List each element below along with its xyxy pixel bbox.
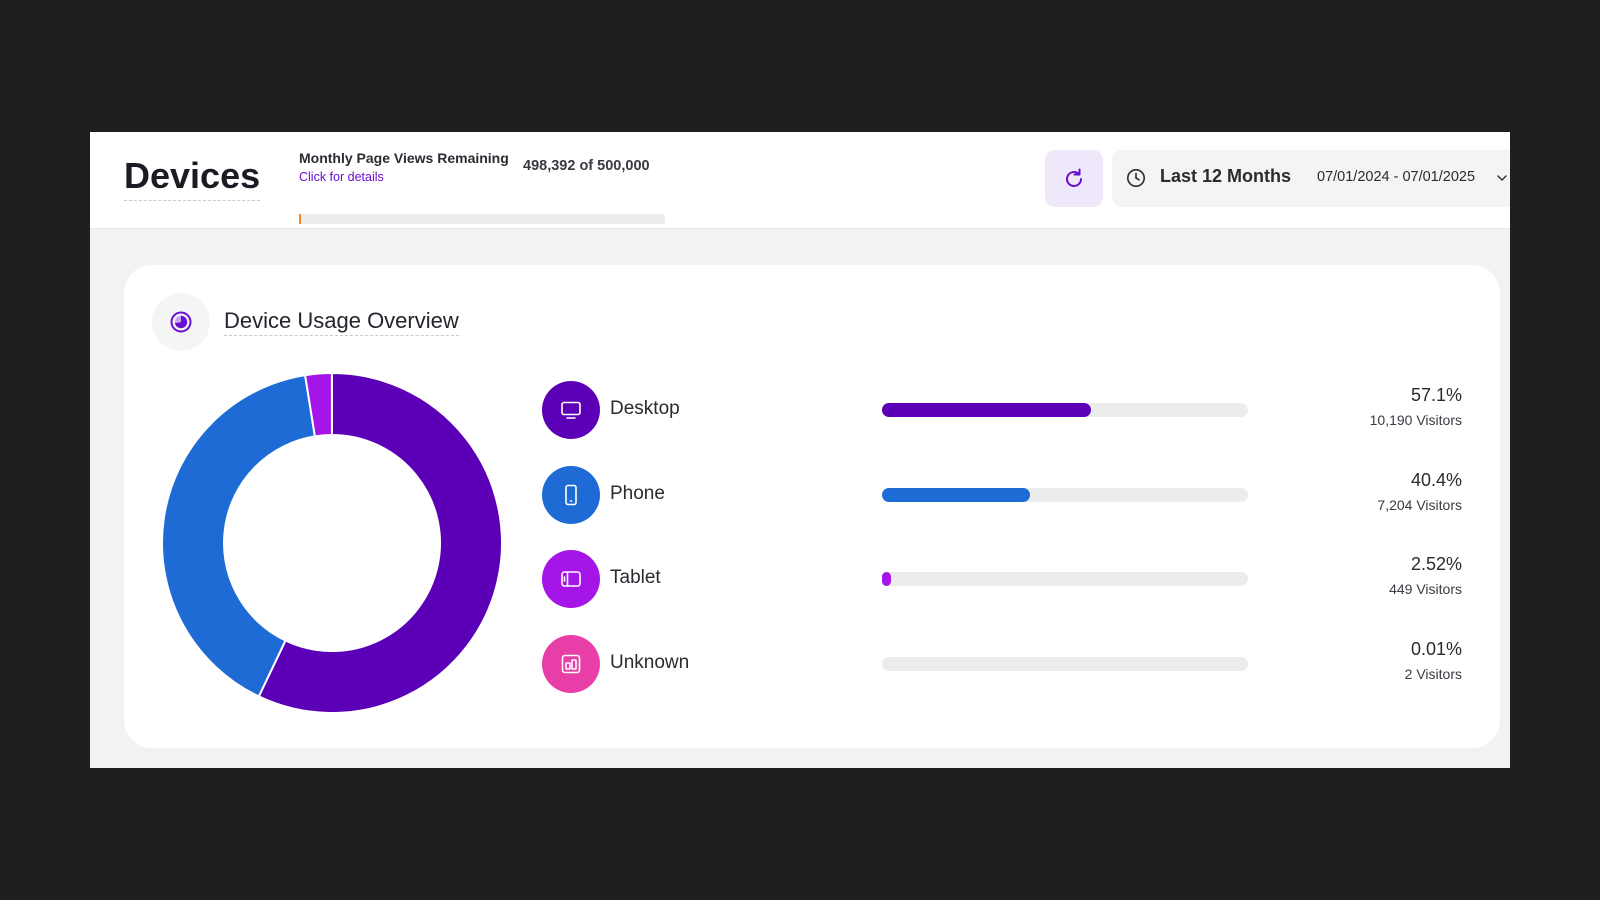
unknown-device-icon [561,654,581,674]
device-visitors: 449 Visitors [1389,581,1462,597]
device-usage-card: Device Usage Overview Desktop 57.1% 10,190… [124,265,1500,748]
date-range-dates: 07/01/2024 - 07/01/2025 [1317,169,1476,185]
device-visitors: 2 Visitors [1404,666,1462,682]
device-share-bar-track [882,403,1248,417]
clock-icon [1127,169,1145,187]
device-share-bar-fill [882,403,1091,417]
quota-progress-fill [299,214,301,224]
donut-slice-desktop[interactable] [257,371,503,714]
device-row-phone: Phone 40.4% 7,204 Visitors [542,466,1462,524]
device-name: Desktop [610,398,680,419]
quota-progress-track [299,214,665,224]
card-title: Device Usage Overview [224,307,459,336]
monitor-icon [561,401,581,419]
device-donut-chart [161,371,503,714]
device-name: Unknown [610,652,690,673]
devices-window: Devices Monthly Page Views Remaining Cli… [90,132,1510,768]
device-row-unknown: Unknown 0.01% 2 Visitors [542,635,1462,693]
device-share-bar-track [882,488,1248,502]
quota-details-link[interactable]: Click for details [299,170,384,184]
page-title: Devices [124,154,261,201]
device-icon-badge [542,381,600,439]
quota-label: Monthly Page Views Remaining [299,150,509,166]
device-icon-badge [542,635,600,693]
device-percent: 2.52% [1410,554,1462,574]
donut-slice-phone[interactable] [161,373,317,698]
phone-icon [565,484,577,506]
device-row-desktop: Desktop 57.1% 10,190 Visitors [542,381,1462,439]
device-percent: 57.1% [1410,385,1462,405]
device-icon-badge [542,466,600,524]
device-share-bar-fill [882,488,1030,502]
device-share-bar-track [882,572,1248,586]
date-range-label: Last 12 Months [1160,166,1292,186]
device-percent: 40.4% [1410,470,1462,490]
refresh-icon [1066,168,1082,187]
date-range-selector[interactable]: Last 12 Months 07/01/2024 - 07/01/2025 [1112,150,1510,207]
tablet-icon [561,571,581,587]
quota-count: 498,392 of 500,000 [523,158,650,174]
refresh-button[interactable] [1045,150,1103,207]
device-share-bar-track [882,657,1248,671]
device-percent: 0.01% [1410,639,1462,659]
device-icon-badge [542,550,600,608]
device-name: Tablet [610,567,661,588]
device-visitors: 7,204 Visitors [1377,497,1462,513]
top-bar: Devices Monthly Page Views Remaining Cli… [90,132,1510,229]
card-icon-badge [152,293,210,351]
pie-chart-icon [170,311,192,333]
device-visitors: 10,190 Visitors [1369,412,1462,428]
chevron-down-icon[interactable] [1497,174,1507,182]
device-share-bar-fill [882,572,892,586]
device-row-tablet: Tablet 2.52% 449 Visitors [542,550,1462,608]
device-name: Phone [610,483,665,504]
donut-slice-tablet[interactable] [303,371,333,438]
